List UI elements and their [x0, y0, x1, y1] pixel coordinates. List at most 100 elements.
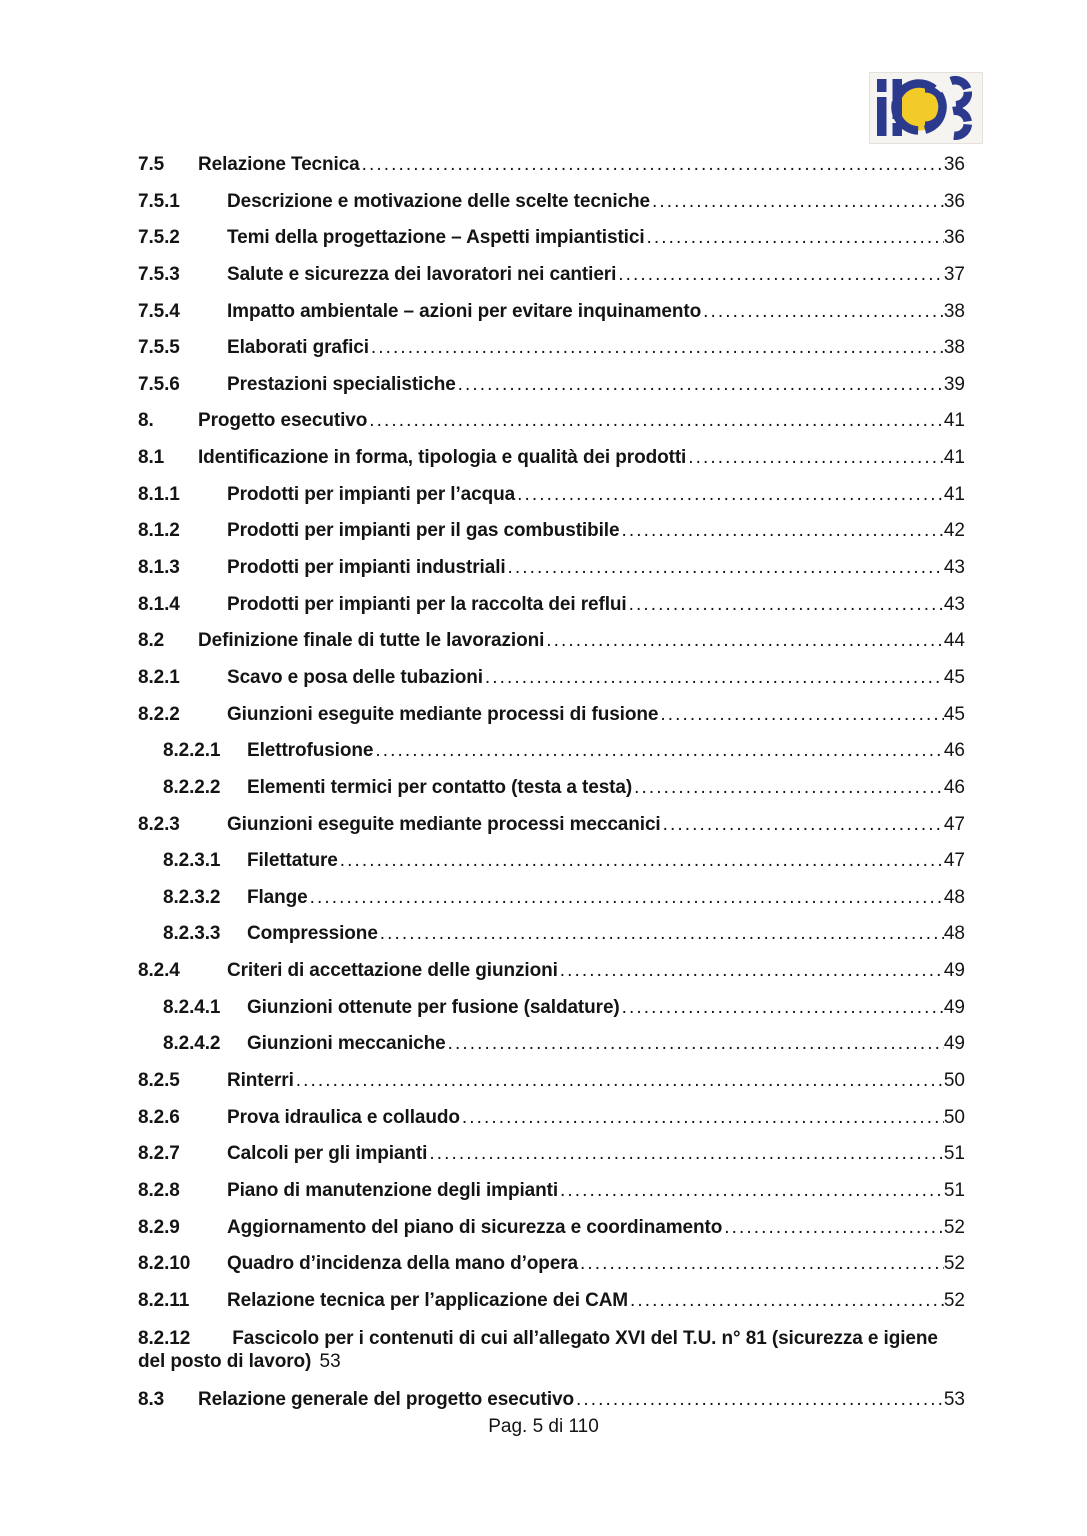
toc-entry-title: Prodotti per impianti per il gas combust…	[227, 520, 620, 542]
toc-entry-number: 8.2.6	[138, 1106, 180, 1128]
toc-entry-page: 49	[943, 1033, 965, 1055]
toc-entry-page: 36	[943, 227, 965, 249]
toc-entry-number: 8.2.3	[138, 813, 180, 835]
toc-entry-number: 8.2.7	[138, 1143, 180, 1165]
toc-entry-number: 7.5.5	[138, 337, 180, 359]
toc-leader-dots	[458, 367, 944, 404]
toc-leader-dots	[629, 587, 944, 624]
toc-leader-dots	[310, 880, 944, 917]
toc-entry: 8.2.5 Rinterri 50	[138, 1063, 965, 1100]
toc-entry-title: Relazione generale del progetto esecutiv…	[198, 1388, 575, 1410]
toc-entry-title: Elementi termici per contatto (testa a t…	[247, 776, 633, 798]
toc-entry: 8.2.7 Calcoli per gli impianti 51	[138, 1136, 965, 1173]
toc-leader-dots	[508, 550, 944, 587]
toc-entry-page: 43	[943, 557, 965, 579]
toc-entry: 8.2.3 Giunzioni eseguite mediante proces…	[138, 807, 965, 844]
toc-entry-page: 49	[943, 960, 965, 982]
toc-entry-title: Definizione finale di tutte le lavorazio…	[198, 630, 545, 652]
toc-entry-number: 7.5.4	[138, 300, 180, 322]
toc-entry-title: Scavo e posa delle tubazioni	[227, 666, 483, 688]
toc-entry-number: 8.1	[138, 447, 165, 469]
toc-entry-title: Aggiornamento del piano di sicurezza e c…	[227, 1216, 723, 1238]
toc-entry-number: 8.2.2	[138, 703, 180, 725]
toc-entry-title: Giunzioni eseguite mediante processi di …	[227, 703, 659, 725]
toc-entry-page: 51	[943, 1143, 965, 1165]
toc-entry-title: Relazione tecnica per l’applicazione dei…	[227, 1289, 629, 1311]
toc-entry: 8.2.11 Relazione tecnica per l’applicazi…	[138, 1283, 965, 1320]
toc-entry: 8.2.2.1 Elettrofusione 46	[138, 733, 965, 770]
toc-entry: 8.2.3.1 Filettature 47	[138, 843, 965, 880]
toc-entry: 8.2.2.2 Elementi termici per contatto (t…	[138, 770, 965, 807]
toc-entry-page: 44	[943, 630, 965, 652]
toc-leader-dots	[580, 1246, 944, 1283]
toc-entry-title: Impatto ambientale – azioni per evitare …	[227, 300, 702, 322]
toc-entry-title: Temi della progettazione – Aspetti impia…	[227, 227, 645, 249]
toc-entry-number: 8.	[138, 410, 154, 432]
toc-entry: 8.2.12 Fascicolo per i contenuti di cui …	[138, 1320, 965, 1382]
toc-entry-page: 47	[943, 813, 965, 835]
toc-leader-dots	[462, 1100, 944, 1137]
toc-leader-dots	[340, 843, 944, 880]
toc-entry-title: Prodotti per impianti per la raccolta de…	[227, 593, 627, 615]
toc-entry-page: 41	[943, 483, 965, 505]
toc-leader-dots	[634, 770, 944, 807]
toc-entry-title: Quadro d’incidenza della mano d’opera	[227, 1253, 579, 1275]
toc-entry: 8.2.4.1 Giunzioni ottenute per fusione (…	[138, 990, 965, 1027]
toc-entry: 8.3 Relazione generale del progetto esec…	[138, 1382, 965, 1419]
toc-entry-number: 8.2.2.2	[163, 776, 221, 798]
toc-entry-title: Elaborati grafici	[227, 337, 369, 359]
toc-entry-number: 8.2.11	[138, 1289, 190, 1311]
toc-entry: 8.1.3 Prodotti per impianti industriali …	[138, 550, 965, 587]
toc-entry: 8.2.3.2 Flange 48	[138, 880, 965, 917]
toc-entry: 8.2.2 Giunzioni eseguite mediante proces…	[138, 697, 965, 734]
toc-entry-number: 8.2.4	[138, 960, 180, 982]
toc-entry-page: 45	[943, 666, 965, 688]
toc-entry-number: 8.2.8	[138, 1179, 180, 1201]
toc-entry: 8.2.3.3 Compressione 48	[138, 916, 965, 953]
toc-leader-dots	[448, 1026, 944, 1063]
toc-leader-dots	[375, 733, 944, 770]
toc-entry-number: 8.2.2.1	[163, 740, 221, 762]
toc-entry-title: Prova idraulica e collaudo	[227, 1106, 460, 1128]
toc-entry-page: 50	[943, 1106, 965, 1128]
toc-entry-page: 43	[943, 593, 965, 615]
toc-entry-number: 8.2.4.2	[163, 1033, 221, 1055]
toc-entry-page: 51	[943, 1179, 965, 1201]
toc-entry-number: 7.5.2	[138, 227, 180, 249]
ipe-logo-icon	[877, 76, 973, 140]
toc-entry-number: 8.2.4.1	[163, 996, 221, 1018]
toc-entry-page: 50	[943, 1070, 965, 1092]
toc-entry-page: 47	[943, 850, 965, 872]
toc-entry-title: Fascicolo per i contenuti di cui all’all…	[138, 1327, 938, 1372]
toc-leader-dots	[663, 807, 944, 844]
toc-entry: 8.2.10 Quadro d’incidenza della mano d’o…	[138, 1246, 965, 1283]
toc-leader-dots	[647, 220, 944, 257]
toc-entry: 8.1.2 Prodotti per impianti per il gas c…	[138, 513, 965, 550]
toc-entry-page: 53	[943, 1388, 965, 1410]
toc-entry-number: 7.5.3	[138, 263, 180, 285]
toc-leader-dots	[429, 1136, 944, 1173]
toc-entry-number: 8.1.3	[138, 557, 180, 579]
toc-entry-number: 7.5.1	[138, 190, 180, 212]
toc-entry-page: 38	[943, 337, 965, 359]
toc-entry-number: 8.1.1	[138, 483, 180, 505]
toc-entry-page: 46	[943, 776, 965, 798]
toc-entry: 7.5.1 Descrizione e motivazione delle sc…	[138, 184, 965, 221]
toc-entry-title: Descrizione e motivazione delle scelte t…	[227, 190, 650, 212]
toc-entry-title: Prodotti per impianti per l’acqua	[227, 483, 516, 505]
toc-entry: 7.5.4 Impatto ambientale – azioni per ev…	[138, 294, 965, 331]
toc-leader-dots	[688, 440, 944, 477]
toc-entry: 8.1.1 Prodotti per impianti per l’acqua …	[138, 477, 965, 514]
toc-entry-page: 42	[943, 520, 965, 542]
toc-entry-number: 8.2.5	[138, 1070, 180, 1092]
toc-entry-title: Salute e sicurezza dei lavoratori nei ca…	[227, 263, 617, 285]
toc-leader-dots	[380, 916, 944, 953]
toc-entry-page: 39	[943, 373, 965, 395]
toc-entry-number: 7.5	[138, 154, 165, 175]
toc-entry: 8.2.6 Prova idraulica e collaudo 50	[138, 1100, 965, 1137]
toc-entry-title: Elettrofusione	[247, 740, 374, 762]
toc-entry-page: 41	[943, 410, 965, 432]
toc-entry-title: Rinterri	[227, 1070, 294, 1092]
toc-leader-dots	[485, 660, 944, 697]
